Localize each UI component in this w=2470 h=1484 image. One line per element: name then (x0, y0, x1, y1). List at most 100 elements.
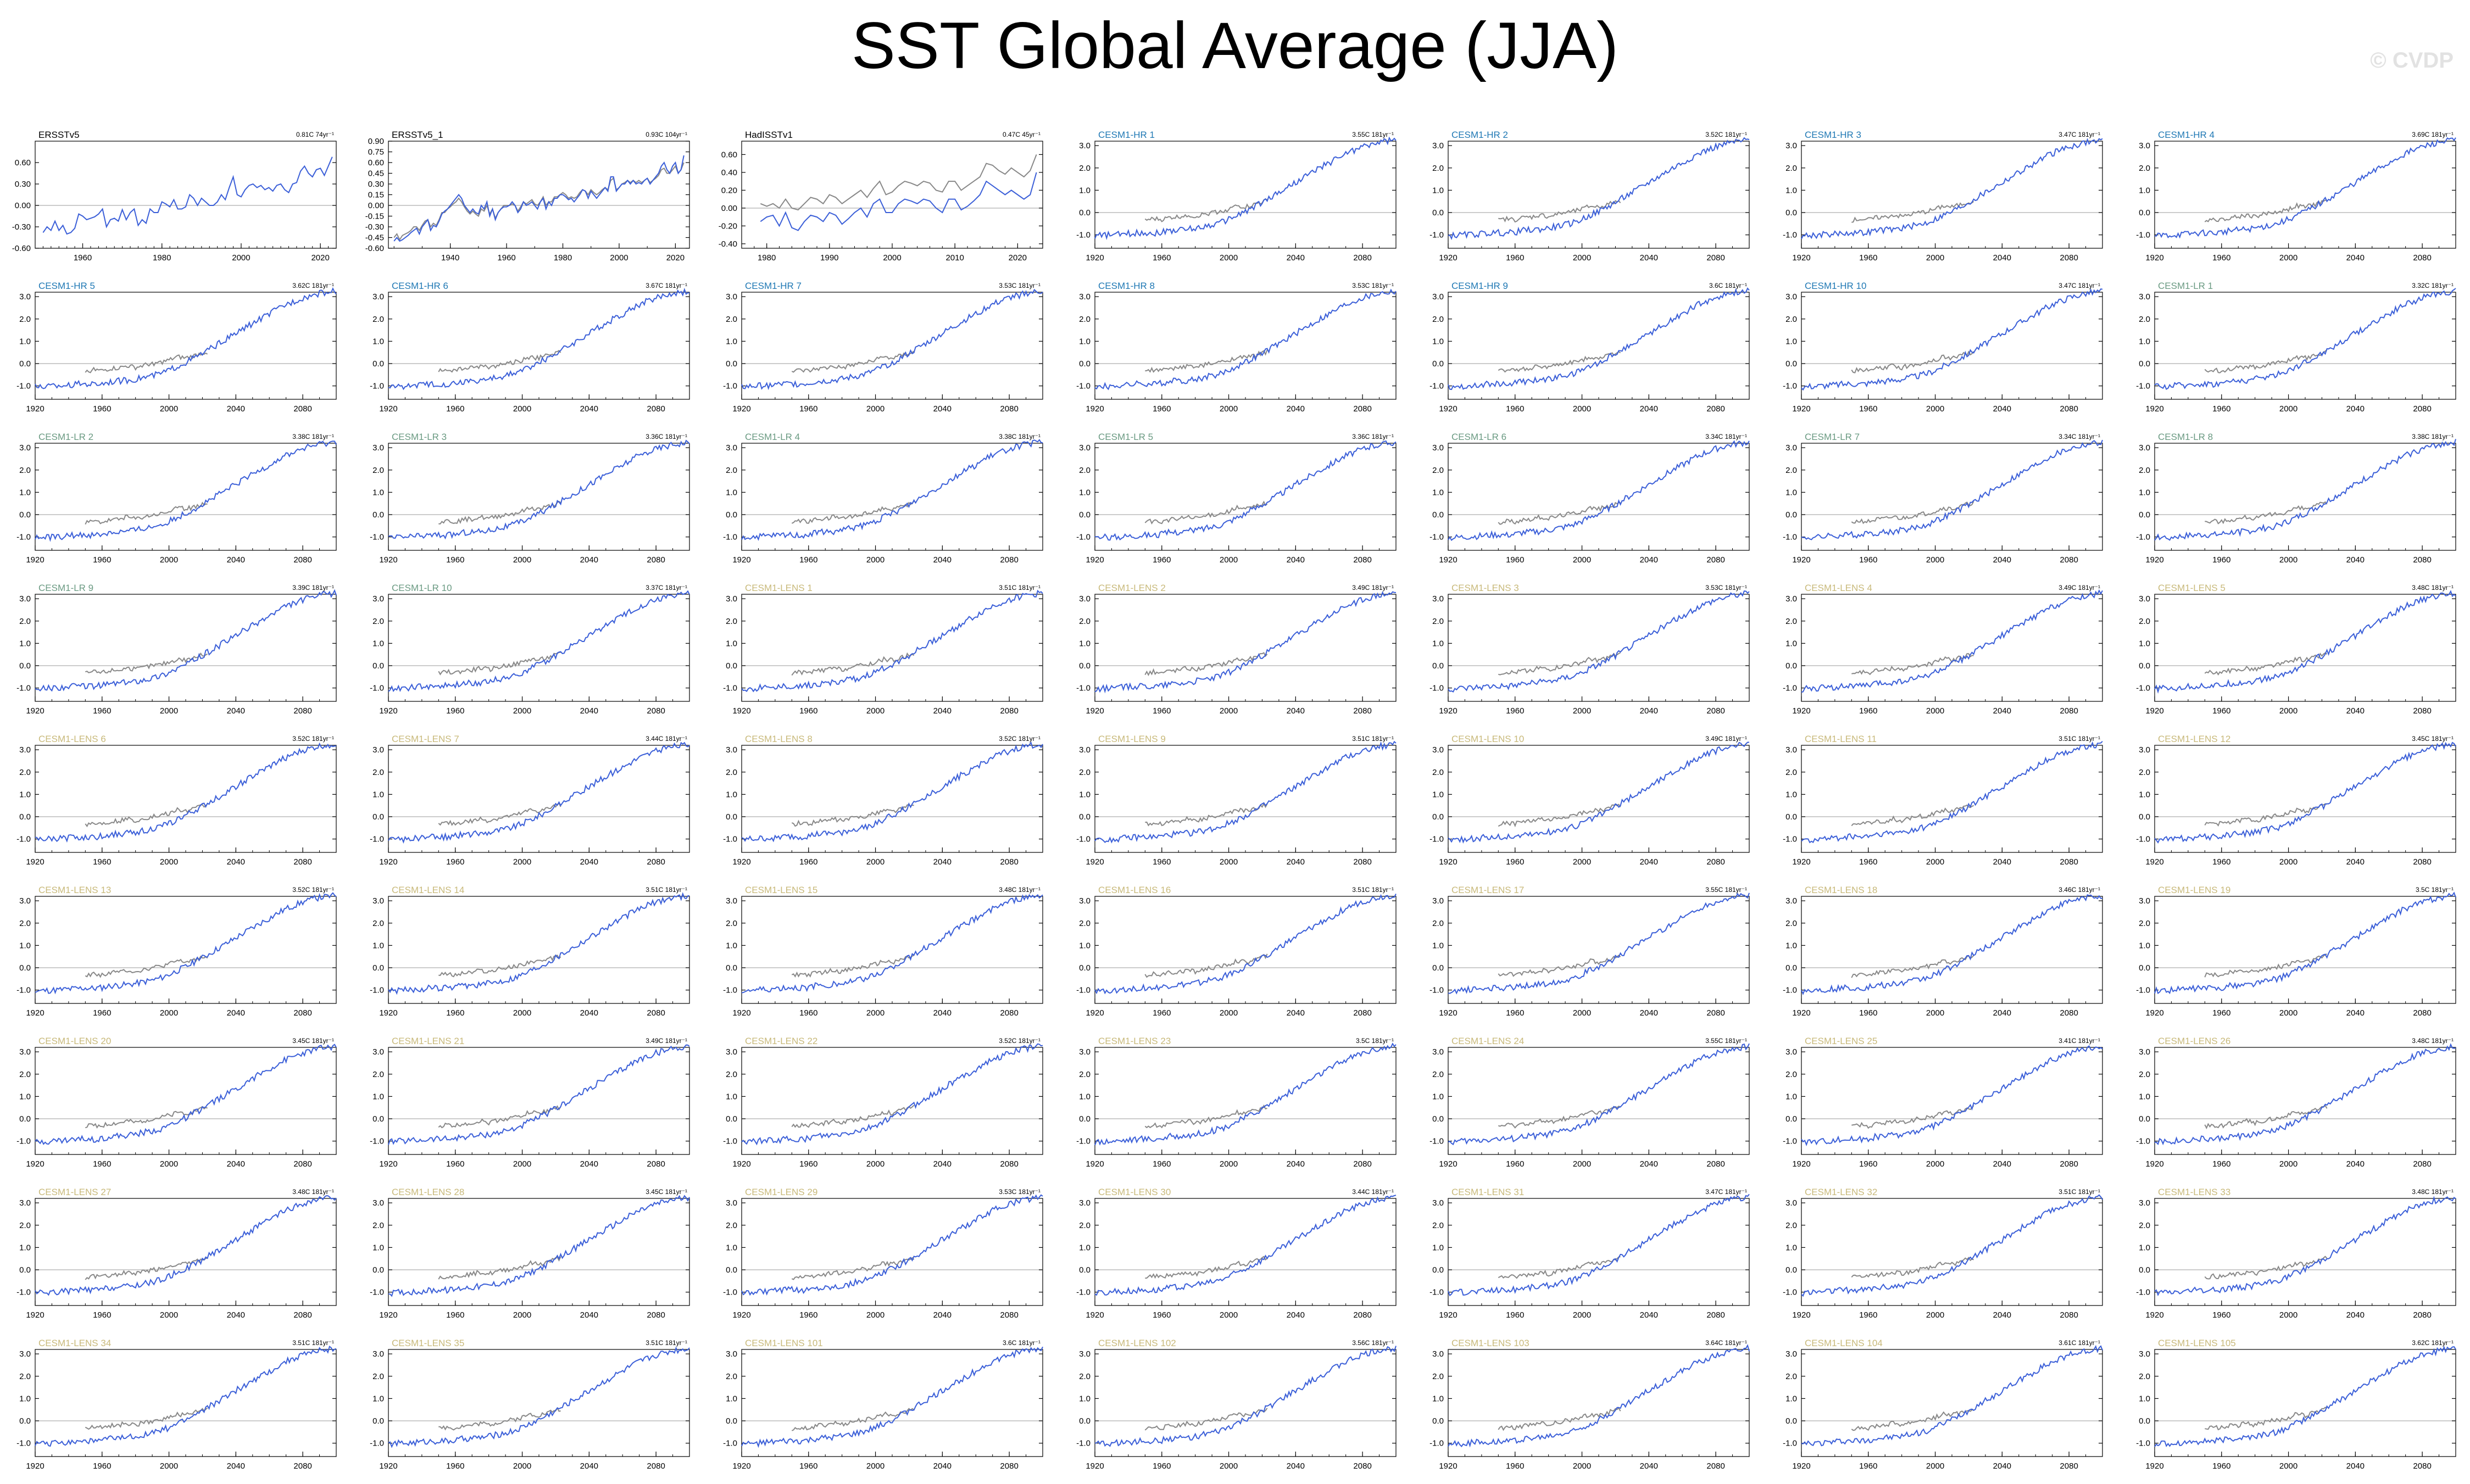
panel-label: CESM1-LENS 31 (1451, 1187, 1524, 1197)
y-tick-label: 2.0 (19, 1372, 31, 1381)
chart-panel: CESM1-LENS 27 3.48C 181yr⁻¹ -1.0 0.0 1.0 2.0 3… (16, 1187, 337, 1320)
y-tick-label: 0.0 (372, 661, 384, 671)
trend-label: 3.53C 181yr⁻¹ (999, 1188, 1041, 1196)
observed-line (1144, 1408, 1268, 1431)
x-tick-label: 2040 (933, 1008, 952, 1018)
model-line (1448, 590, 1750, 693)
trend-label: 3.46C 181yr⁻¹ (2059, 886, 2100, 894)
y-tick-label: 0.0 (1785, 963, 1797, 973)
y-tick-label: 0.0 (2139, 208, 2150, 217)
x-tick-label: 2040 (1287, 555, 1305, 565)
x-tick-label: 1920 (2145, 1008, 2163, 1018)
x-tick-label: 2000 (2279, 1461, 2297, 1471)
y-tick-label: 2.0 (1079, 1070, 1091, 1079)
observed-line (1851, 201, 1974, 223)
y-tick-label: -1.0 (1076, 231, 1091, 240)
x-tick-label: 2040 (580, 1008, 598, 1018)
x-tick-label: 2080 (293, 555, 311, 565)
observed-line (438, 955, 561, 978)
x-tick-label: 2000 (1573, 1159, 1591, 1169)
y-tick-label: 1.0 (1432, 1243, 1444, 1252)
x-tick-label: 2080 (1000, 706, 1018, 716)
y-tick-label: -1.0 (1783, 1439, 1797, 1448)
chart-panel: CESM1-LENS 15 3.48C 181yr⁻¹ -1.0 0.0 1.0 2.0 3… (723, 885, 1043, 1018)
x-tick-label: 2080 (2060, 706, 2078, 716)
model-line (741, 741, 1043, 843)
trend-label: 3.6C 181yr⁻¹ (1709, 282, 1747, 289)
x-tick-label: 2080 (1353, 857, 1371, 867)
x-tick-label: 2040 (1640, 857, 1658, 867)
x-tick-label: 1920 (732, 1159, 750, 1169)
model-line (35, 892, 337, 995)
x-tick-label: 1920 (379, 1461, 397, 1471)
y-tick-label: 1.0 (19, 941, 31, 950)
trend-label: 3.51C 181yr⁻¹ (2059, 1188, 2100, 1196)
panel-label: CESM1-LENS 14 (392, 885, 464, 895)
y-tick-label: -1.0 (16, 1288, 31, 1297)
y-tick-label: 2.0 (372, 1070, 384, 1079)
plot-frame (741, 443, 1043, 551)
x-tick-label: 1960 (2212, 1461, 2230, 1471)
y-tick-label: 0.0 (726, 1416, 737, 1426)
y-tick-label: 1.0 (1785, 941, 1797, 950)
y-tick-label: 3.0 (1432, 1198, 1444, 1208)
x-tick-label: 2040 (580, 404, 598, 414)
x-tick-label: 1960 (93, 555, 111, 565)
x-tick-label: 2000 (1220, 1008, 1238, 1018)
observed-line (1144, 500, 1268, 525)
y-tick-label: 2.0 (1432, 315, 1444, 324)
plot-frame (1448, 292, 1750, 400)
model-line (1448, 287, 1750, 390)
x-tick-label: 2000 (866, 555, 884, 565)
trend-label: 3.49C 181yr⁻¹ (646, 1037, 687, 1045)
y-tick-label: 0.0 (1079, 359, 1091, 369)
chart-panel: CESM1-LENS 29 3.53C 181yr⁻¹ -1.0 0.0 1.0 2.0 3… (723, 1187, 1043, 1320)
y-tick-label: 0.0 (726, 963, 737, 973)
y-tick-label: 2.0 (2139, 768, 2150, 777)
y-tick-label: -1.0 (1783, 533, 1797, 542)
y-tick-label: 3.0 (1432, 1047, 1444, 1057)
y-tick-label: 1.0 (372, 1092, 384, 1101)
observed-line (1498, 1256, 1621, 1279)
plot-frame (388, 594, 690, 702)
x-tick-label: 2000 (1926, 1008, 1944, 1018)
x-tick-label: 1920 (2145, 1310, 2163, 1320)
plot-frame (1094, 594, 1397, 702)
x-tick-label: 2080 (1353, 555, 1371, 565)
y-tick-label: 1.0 (1432, 1092, 1444, 1101)
x-tick-label: 2040 (1640, 1008, 1658, 1018)
y-tick-label: 0.0 (1785, 510, 1797, 520)
y-tick-label: -1.0 (370, 533, 384, 542)
x-tick-label: 2080 (2413, 857, 2431, 867)
y-tick-label: 0.0 (1785, 661, 1797, 671)
y-tick-label: 3.0 (1079, 141, 1091, 150)
y-tick-label: 2.0 (2139, 1372, 2150, 1381)
x-tick-label: 1960 (1153, 1310, 1171, 1320)
observed-line (1851, 1257, 1974, 1278)
x-tick-label: 2080 (293, 1461, 311, 1471)
y-tick-label: 3.0 (1079, 1198, 1091, 1208)
y-tick-label: 0.0 (2139, 359, 2150, 369)
x-tick-label: 1960 (1506, 1310, 1524, 1320)
x-tick-label: 2040 (1640, 706, 1658, 716)
chart-panel: CESM1-LR 10 3.37C 181yr⁻¹ -1.0 0.0 1.0 2.0 3.0… (370, 583, 690, 716)
plot-frame (1448, 896, 1750, 1004)
y-tick-label: 0.0 (2139, 1265, 2150, 1275)
y-tick-label: -1.0 (2136, 1137, 2150, 1146)
y-tick-label: 3.0 (726, 896, 737, 906)
panel-label: CESM1-HR 6 (392, 281, 448, 291)
panel-label: CESM1-LENS 3 (1451, 583, 1519, 593)
chart-panel: CESM1-LENS 30 3.44C 181yr⁻¹ -1.0 0.0 1.0 2.0 3… (1076, 1187, 1397, 1320)
x-tick-label: 1960 (1153, 253, 1171, 263)
model-line (1094, 1346, 1397, 1447)
x-tick-label: 1960 (1859, 404, 1877, 414)
y-tick-label: 2.0 (1079, 768, 1091, 777)
y-tick-label: 3.0 (726, 594, 737, 604)
panel-label: CESM1-LENS 105 (2158, 1338, 2236, 1348)
model-line (35, 1044, 337, 1145)
x-tick-label: 2080 (1706, 1461, 1724, 1471)
x-tick-label: 1960 (1153, 1008, 1171, 1018)
panel-label: CESM1-LENS 25 (1805, 1036, 1877, 1046)
x-tick-label: 2040 (933, 1159, 952, 1169)
panel-label: CESM1-LENS 10 (1451, 734, 1524, 744)
